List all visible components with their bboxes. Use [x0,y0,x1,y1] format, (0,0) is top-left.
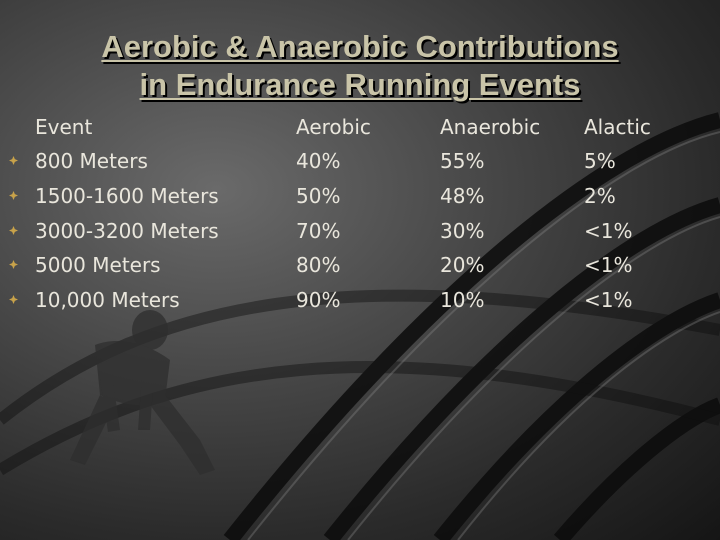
slide-title: Aerobic & Anaerobic Contributions in End… [0,28,720,104]
row-event: 800 Meters [35,149,148,173]
table-row: 3000-3200 Meters 70% 30% <1% [0,214,720,248]
table-row: 1500-1600 Meters 50% 48% 2% [0,179,720,213]
bullet-icon [9,295,18,304]
table-row: 10,000 Meters 90% 10% <1% [0,283,720,317]
row-alactic: <1% [584,219,633,243]
header-aerobic: Aerobic [296,115,371,139]
row-aerobic: 90% [296,288,341,312]
bullet-icon [9,156,18,165]
row-alactic: 5% [584,149,616,173]
header-event: Event [35,115,93,139]
row-anaerobic: 20% [440,253,485,277]
row-anaerobic: 48% [440,184,485,208]
row-aerobic: 70% [296,219,341,243]
title-line-1: Aerobic & Anaerobic Contributions [101,29,619,64]
row-event: 3000-3200 Meters [35,219,219,243]
row-event: 5000 Meters [35,253,161,277]
row-alactic: 2% [584,184,616,208]
bullet-icon [9,260,18,269]
row-aerobic: 80% [296,253,341,277]
table-row: 800 Meters 40% 55% 5% [0,144,720,178]
sprinter-silhouette [70,310,215,475]
bullet-icon [9,226,18,235]
row-event: 10,000 Meters [35,288,180,312]
row-event: 1500-1600 Meters [35,184,219,208]
header-alactic: Alactic [584,115,651,139]
bullet-icon [9,191,18,200]
row-anaerobic: 10% [440,288,485,312]
row-aerobic: 40% [296,149,341,173]
table-header-row: Event Aerobic Anaerobic Alactic [0,110,720,144]
row-anaerobic: 55% [440,149,485,173]
row-alactic: <1% [584,288,633,312]
table-row: 5000 Meters 80% 20% <1% [0,248,720,282]
title-line-2: in Endurance Running Events [139,67,581,102]
row-anaerobic: 30% [440,219,485,243]
row-aerobic: 50% [296,184,341,208]
header-anaerobic: Anaerobic [440,115,541,139]
row-alactic: <1% [584,253,633,277]
